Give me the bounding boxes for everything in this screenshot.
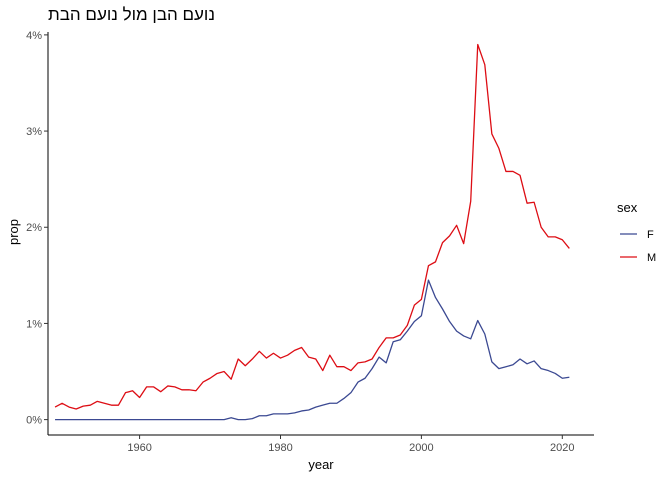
- x-tick-label: 2000: [409, 442, 433, 454]
- x-axis-title: year: [308, 457, 334, 472]
- y-tick-label: 0%: [26, 415, 42, 427]
- y-tick-label: 3%: [26, 126, 42, 138]
- x-tick-label: 2020: [550, 442, 574, 454]
- legend-title: sex: [617, 200, 638, 215]
- y-axis-ticks: 0% 1% 2% 3% 4%: [26, 30, 48, 427]
- y-tick-label: 4%: [26, 30, 42, 42]
- legend-label-f: F: [647, 229, 654, 241]
- x-axis-ticks: 1960 1980 2000 2020: [127, 435, 575, 454]
- legend-items: FM: [620, 229, 656, 264]
- series-line-f: [55, 279, 570, 421]
- x-tick-label: 1980: [268, 442, 292, 454]
- x-tick-label: 1960: [127, 442, 151, 454]
- y-tick-label: 1%: [26, 318, 42, 330]
- series-line-m: [54, 43, 570, 410]
- y-tick-label: 2%: [26, 222, 42, 234]
- legend-label-m: M: [647, 252, 656, 264]
- y-axis-title: prop: [6, 219, 21, 245]
- plot-area: [54, 43, 570, 421]
- legend: sex FM: [617, 200, 656, 264]
- chart-title: נועם הבן מול נועם הבת: [48, 5, 215, 24]
